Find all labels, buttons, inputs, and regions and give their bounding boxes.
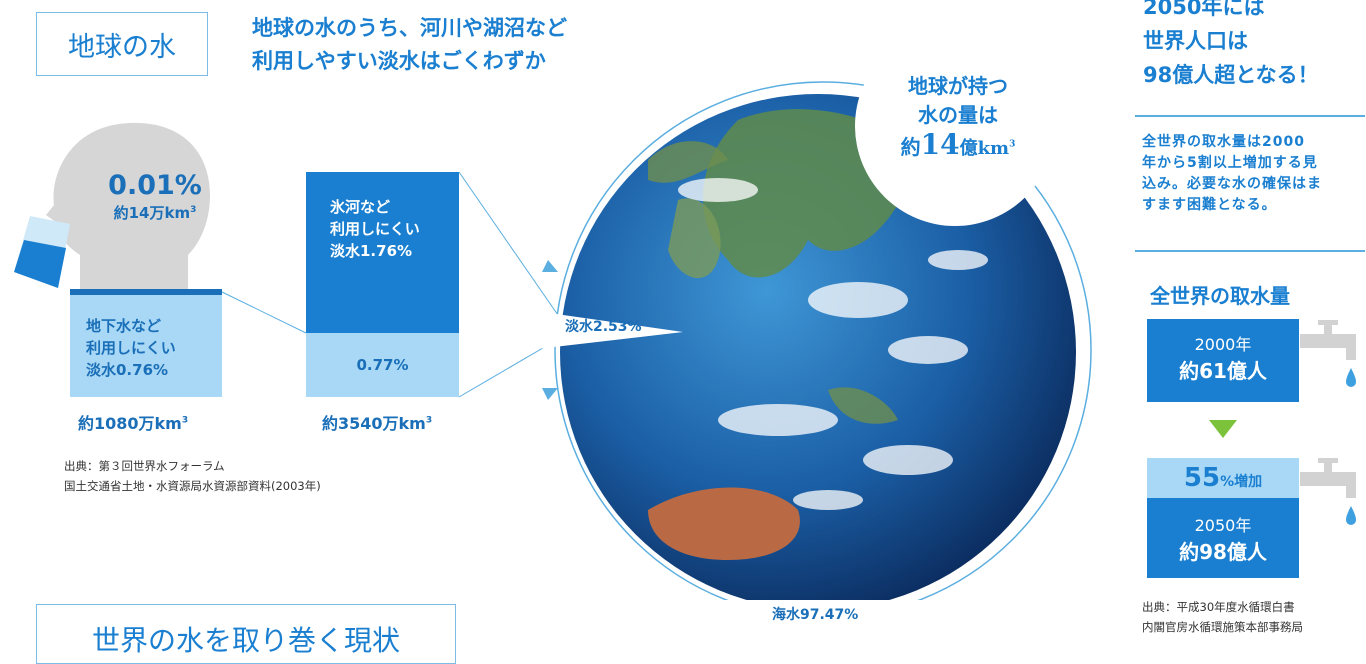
head-volume: 約14万km3 xyxy=(113,204,197,222)
faucet-icon xyxy=(1300,320,1356,387)
section2-title: 世界の水を取り巻く現状 xyxy=(36,604,456,664)
year-2000-box: 2000年 約61億人 xyxy=(1147,319,1299,402)
right-source-note: 出典：平成30年度水循環白書 内閣官房水循環施策本部事務局 xyxy=(1142,600,1303,634)
head-silhouette-icon xyxy=(46,122,210,295)
rule-bottom xyxy=(1135,250,1365,252)
speech-bubble xyxy=(855,26,1055,226)
section-headline: 地球の水のうち、河川や湖沼など 利用しやすい淡水はごくわずか xyxy=(252,16,567,73)
groundwater-top-bar xyxy=(70,289,222,295)
source-note: 出典：第３回世界水フォーラム 国土交通省土地・水資源局水資源部資料(2003年) xyxy=(64,459,321,493)
head-stat: 0.01% 約14万km3 xyxy=(95,170,215,223)
chart-title: 全世界の取水量 xyxy=(1150,284,1290,308)
groundwater-volume: 約1080万km3 xyxy=(78,414,189,433)
right-body-text: 全世界の取水量は2000 年から5割以上増加する見 込み。必要な水の確保はま す… xyxy=(1142,134,1322,213)
groundwater-box: 地下水など 利用しにくい 淡水0.76% xyxy=(70,295,222,397)
water-glass-icon xyxy=(14,216,70,288)
sea-water-label: 海水97.47% xyxy=(772,607,859,623)
down-arrow-icon xyxy=(1209,420,1237,438)
bubble-text: 地球が持つ 水の量は 約14億km3 xyxy=(900,74,1016,161)
glacier-lower-box: 0.77% xyxy=(306,333,459,397)
section-title: 地球の水 xyxy=(36,12,208,76)
faucet-icon-2050 xyxy=(1300,458,1356,525)
increase-box: 55%増加 xyxy=(1147,458,1299,498)
fresh-water-label: 淡水2.53% xyxy=(565,319,642,335)
glacier-volume: 約3540万km3 xyxy=(322,414,433,433)
population-headline: 2050年には 世界人口は 98億人超となる！ xyxy=(1143,0,1319,87)
head-percent: 0.01% xyxy=(108,170,202,201)
rule-top xyxy=(1135,115,1365,117)
glacier-box: 氷河など 利用しにくい 淡水1.76% xyxy=(306,172,459,333)
year-2050-box: 2050年 約98億人 xyxy=(1147,498,1299,578)
